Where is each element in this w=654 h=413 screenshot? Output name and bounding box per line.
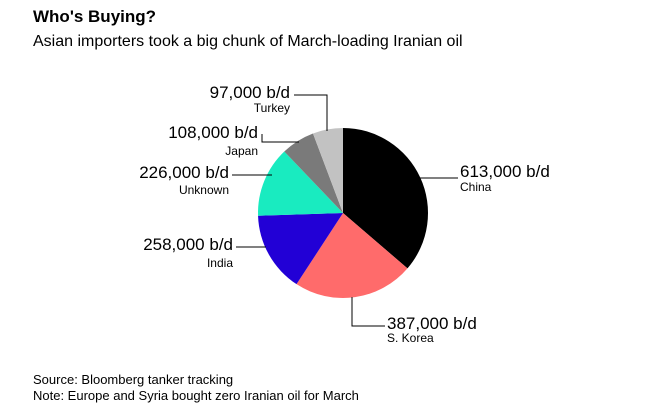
slice-category-label: Unknown xyxy=(179,183,229,197)
slice-value-label: 258,000 b/d xyxy=(143,235,233,254)
pie-slice-japan xyxy=(284,133,343,213)
pie-slice-turkey xyxy=(312,128,343,213)
footnote: Note: Europe and Syria bought zero Irani… xyxy=(33,388,359,403)
leader-line xyxy=(294,94,328,131)
slice-category-label: Turkey xyxy=(254,101,290,115)
pie-slice-unknown xyxy=(258,151,343,216)
slice-value-label: 387,000 b/d xyxy=(387,314,477,333)
leader-line xyxy=(261,134,299,143)
slice-value-label: 97,000 b/d xyxy=(210,83,290,102)
slice-category-label: Japan xyxy=(225,144,258,158)
chart-subtitle: Asian importers took a big chunk of Marc… xyxy=(33,33,463,50)
slice-value-label: 613,000 b/d xyxy=(460,162,550,181)
pie-slice-china xyxy=(343,128,428,269)
pie-slice-s-korea xyxy=(296,213,408,298)
slice-value-label: 226,000 b/d xyxy=(139,163,229,182)
pie-slices xyxy=(258,128,428,298)
leader-lines xyxy=(232,94,458,327)
source-note: Source: Bloomberg tanker tracking xyxy=(33,372,234,387)
pie-slice-india xyxy=(258,213,343,285)
slice-category-label: India xyxy=(207,256,233,270)
slice-value-label: 108,000 b/d xyxy=(168,123,258,142)
chart-title: Who's Buying? xyxy=(33,7,157,26)
slice-category-label: S. Korea xyxy=(387,331,434,345)
slice-category-label: China xyxy=(460,180,492,194)
leader-line xyxy=(351,297,385,327)
